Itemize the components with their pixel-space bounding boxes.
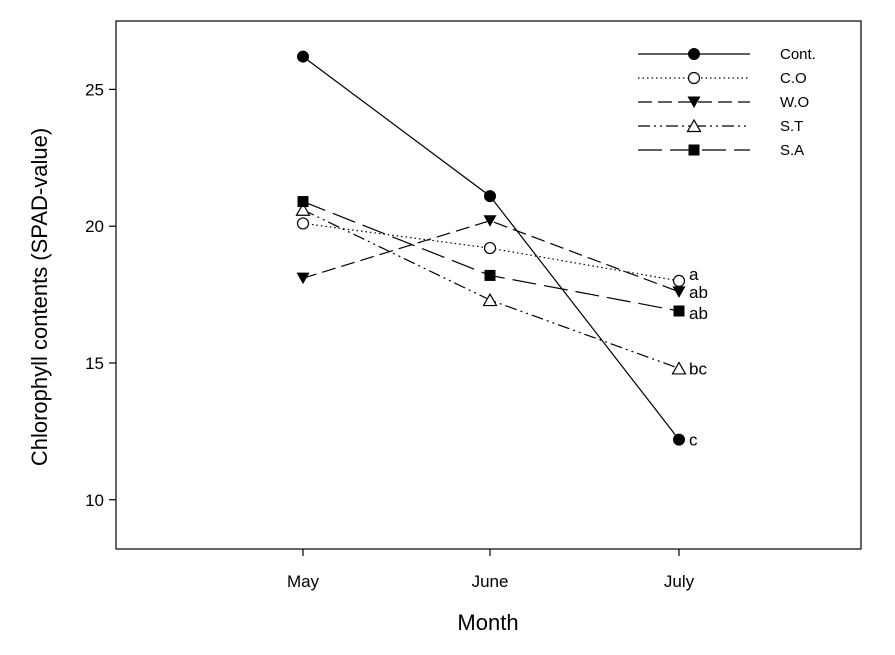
- data-point-may: [297, 196, 309, 208]
- significance-label: ab: [689, 283, 708, 302]
- significance-label: ab: [689, 304, 708, 323]
- data-point-june: [484, 269, 496, 281]
- significance-label: c: [689, 431, 698, 450]
- legend-label: S.T: [780, 118, 803, 135]
- data-point-june: [484, 190, 496, 203]
- data-point-june: [482, 292, 498, 307]
- series-line: [302, 220, 680, 293]
- data-point-may: [295, 202, 311, 216]
- x-tick-label-july: July: [664, 572, 695, 591]
- x-tick-label-may: May: [287, 572, 320, 591]
- legend-marker: [687, 96, 701, 108]
- legend-item-cont: Cont.: [638, 46, 816, 63]
- series-st: bc: [295, 202, 707, 378]
- significance-label: a: [689, 265, 699, 284]
- series-line: [302, 209, 680, 369]
- legend-item-wo: W.O: [638, 94, 809, 111]
- legend: Cont. C.O W.O S.T S.A: [638, 46, 816, 159]
- legend-item-co: C.O: [638, 70, 807, 87]
- x-axis-title: Month: [457, 610, 518, 635]
- legend-item-st: S.T: [638, 118, 803, 135]
- data-point-may: [296, 217, 310, 230]
- series-wo: ab: [296, 215, 708, 302]
- y-tick-label-20: 20: [85, 217, 104, 236]
- data-point-may: [296, 272, 310, 285]
- data-point-july: [672, 286, 686, 298]
- y-tick-label-15: 15: [85, 354, 104, 373]
- legend-label: S.A: [780, 142, 804, 159]
- data-point-june: [483, 215, 497, 227]
- series-cont: c: [297, 50, 698, 450]
- data-point-may: [297, 50, 309, 63]
- series-sa: ab: [297, 196, 708, 323]
- legend-marker: [687, 71, 701, 85]
- y-tick-label-25: 25: [85, 80, 104, 99]
- ticks-layer: 10 15 20 25 May June July: [85, 80, 695, 591]
- legend-marker: [686, 118, 702, 133]
- legend-marker: [688, 48, 700, 60]
- data-point-june: [483, 241, 497, 255]
- legend-item-sa: S.A: [638, 142, 804, 159]
- data-point-july: [672, 274, 686, 287]
- y-tick-label-10: 10: [85, 491, 104, 510]
- x-tick-label-june: June: [472, 572, 509, 591]
- legend-label: W.O: [780, 94, 809, 111]
- data-point-july: [673, 433, 685, 446]
- data-point-july: [673, 305, 685, 317]
- plot-frame: [115, 20, 862, 550]
- legend-label: Cont.: [780, 46, 816, 63]
- legend-marker: [688, 144, 700, 156]
- legend-label: C.O: [780, 70, 807, 87]
- significance-label: bc: [689, 359, 707, 378]
- y-axis-title: Chlorophyll contents (SPAD-value): [27, 128, 52, 466]
- data-point-july: [671, 361, 687, 375]
- series-co: a: [296, 217, 699, 287]
